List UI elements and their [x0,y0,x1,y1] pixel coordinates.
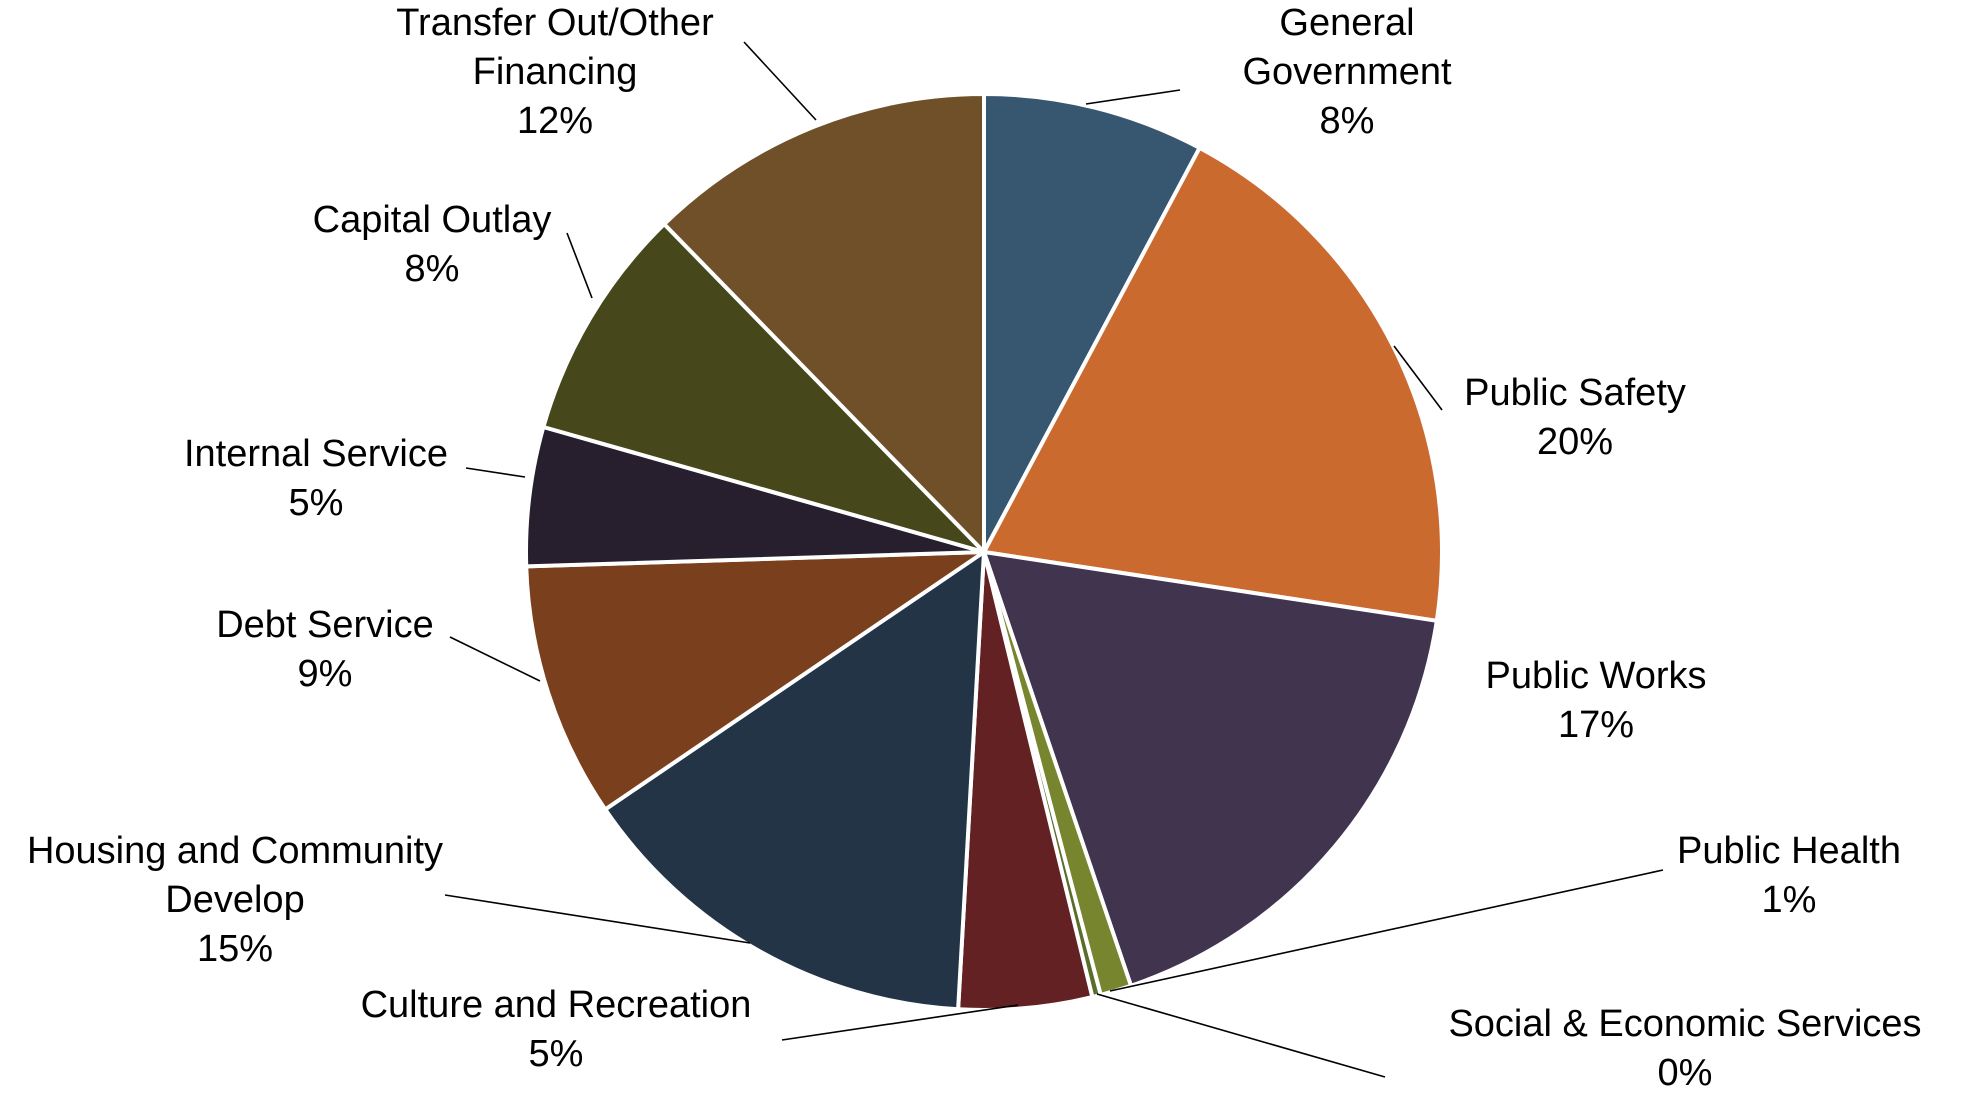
pie-slice-debt-service [524,550,986,812]
leader-line-public-safety [1393,345,1443,411]
slice-name-line: General [1279,2,1414,44]
slice-label-housing-and-community-develop: Housing and Community Develop 15% [27,830,443,970]
slice-name-line: Transfer Out/Other [396,2,714,44]
pie-slice-general-government [982,92,1202,554]
slice-name-line: Internal Service [184,433,448,475]
slice-name-line: Culture and Recreation [361,984,752,1026]
slice-labels: General Government 8%Public Safety 20%Publi… [27,2,1922,1094]
pie-slice-housing-and-community-develop [603,550,986,1012]
slice-percent: 8% [405,248,460,290]
slice-label-internal-service: Internal Service 5% [184,433,448,524]
slice-percent: 8% [1320,100,1375,142]
leader-lines [444,41,1664,1078]
leader-line-internal-service [465,467,526,478]
slice-name-line: Capital Outlay [313,199,552,241]
slice-name-line: Housing and Community [27,830,443,872]
slice-name-line: Debt Service [216,604,434,646]
leader-line-culture-and-recreation [781,1004,1019,1041]
slice-label-culture-and-recreation: Culture and Recreation 5% [361,984,752,1075]
pie-slice-public-works [982,550,1439,988]
slice-percent: 9% [298,653,353,695]
leader-line-debt-service [449,636,541,682]
slice-label-social-and-economic-services: Social & Economic Services 0% [1448,1003,1921,1094]
leader-line-transfer-out-other-financing [743,41,817,121]
slice-name-line: Social & Economic Services [1448,1003,1921,1045]
slice-percent: 12% [517,100,593,142]
slice-percent: 1% [1762,879,1817,921]
slice-name-line: Government [1242,51,1452,93]
slice-name-line: Public Safety [1464,372,1686,414]
slice-label-general-government: General Government 8% [1242,2,1452,142]
leader-line-public-health [1109,869,1664,992]
pie-slices [524,92,1444,1012]
leader-line-general-government [1085,89,1181,105]
slice-percent: 0% [1658,1052,1713,1094]
slice-label-debt-service: Debt Service 9% [216,604,434,695]
slice-percent: 5% [529,1033,584,1075]
slice-label-public-works: Public Works 17% [1485,655,1706,746]
slice-label-capital-outlay: Capital Outlay 8% [313,199,552,290]
pie-slice-transfer-out-other-financing [662,92,986,554]
slice-percent: 17% [1558,704,1634,746]
slice-percent: 5% [289,482,344,524]
slice-name-line: Develop [165,879,304,921]
pie-slice-capital-outlay [541,222,986,554]
leader-line-social-and-economic-services [1096,993,1386,1078]
slice-label-public-health: Public Health 1% [1677,830,1901,921]
leader-line-capital-outlay [566,232,593,299]
slice-percent: 20% [1537,421,1613,463]
slice-name-line: Financing [473,51,638,93]
leader-line-housing-and-community-develop [444,894,751,944]
slice-label-transfer-out-other-financing: Transfer Out/Other Financing 12% [396,2,714,142]
slice-label-public-safety: Public Safety 20% [1464,372,1686,463]
slice-name-line: Public Works [1485,655,1706,697]
slice-percent: 15% [197,928,273,970]
pie-slice-public-safety [982,145,1444,623]
slice-name-line: Public Health [1677,830,1901,872]
